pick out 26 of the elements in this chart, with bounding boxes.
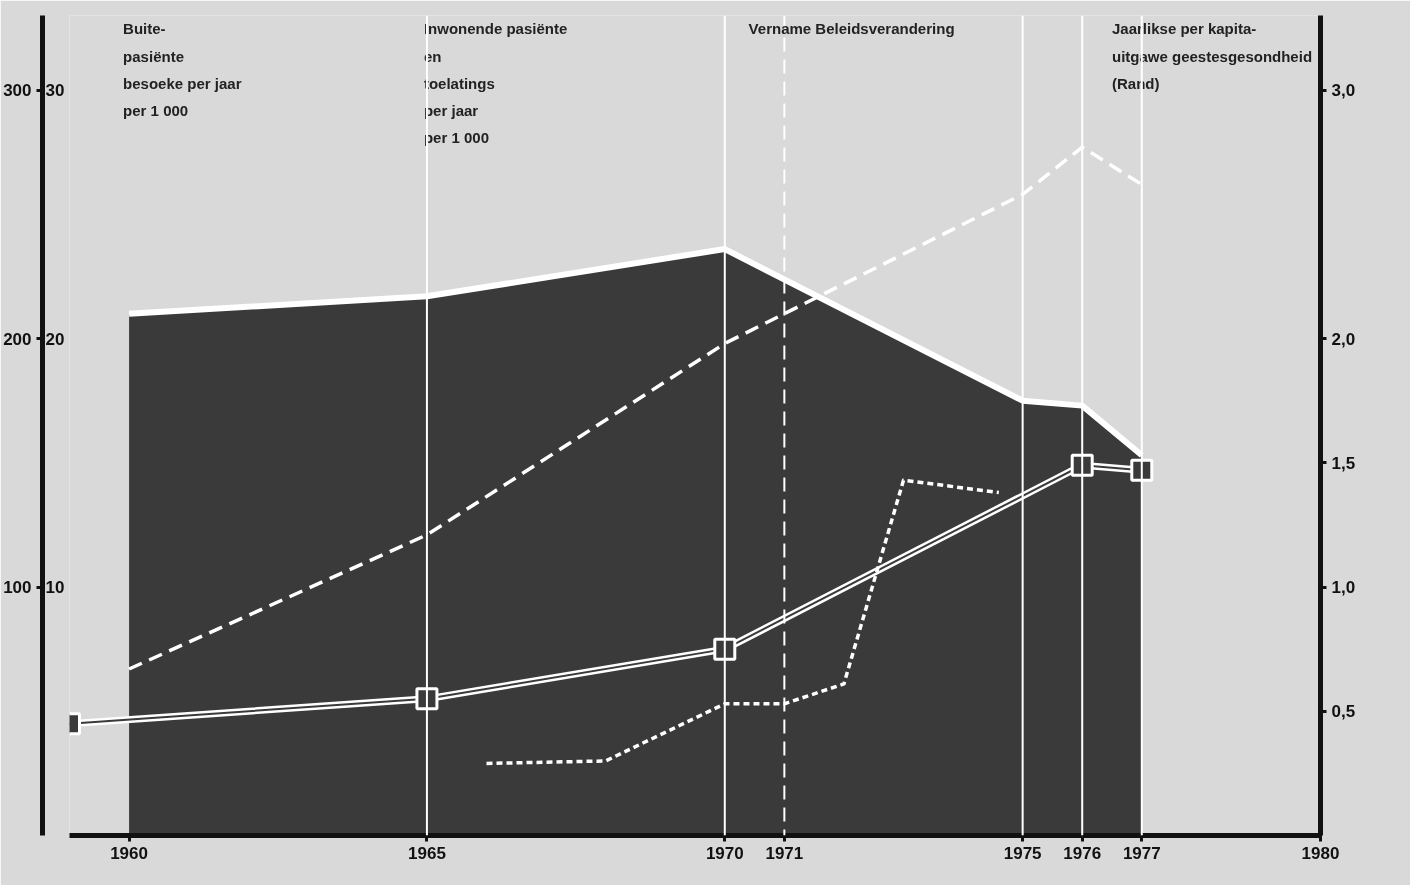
- x-tick-label: 1971: [765, 843, 804, 863]
- x-tick-label: 1980: [1301, 843, 1340, 863]
- y-tick-label: 200: [3, 329, 32, 349]
- y3-tick-label: 0,5: [1331, 702, 1356, 722]
- x-tick-label: 1975: [1003, 843, 1042, 863]
- y3-tick-label: 1,5: [1331, 453, 1356, 473]
- y2-tick-label: 30: [45, 81, 65, 101]
- y2-tick-label: 10: [45, 578, 65, 598]
- x-tick-label: 1965: [408, 843, 446, 863]
- y-tick-label: 100: [3, 578, 32, 598]
- x-tick-label: 1977: [1122, 843, 1161, 863]
- x-tick-label: 1970: [705, 843, 744, 863]
- point: [1130, 458, 1154, 482]
- y3-axis-title: Jaarlikse per kapita- uitgawe geestesgesondheid (Rand): [1112, 20, 1313, 92]
- x-tick-label: 1976: [1063, 843, 1102, 863]
- y3-tick-label: 1,0: [1331, 578, 1356, 598]
- y2-tick-label: 20: [45, 329, 65, 349]
- y3-tick-label: 2,0: [1331, 329, 1356, 349]
- point: [1070, 453, 1094, 477]
- y-tick-label: 300: [3, 81, 32, 101]
- point: [415, 687, 439, 711]
- x-tick-label: 1960: [110, 843, 148, 863]
- ref-line-label: Vername Beleidsverandering: [748, 20, 955, 38]
- annotation: Buite- pasiënte besoeke per jaar per 1 000: [123, 20, 242, 120]
- y3-tick-label: 3,0: [1331, 81, 1356, 101]
- point: [713, 637, 737, 661]
